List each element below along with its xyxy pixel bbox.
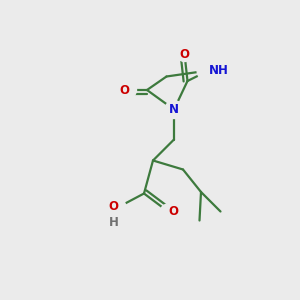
Circle shape: [106, 214, 122, 230]
Circle shape: [177, 46, 192, 62]
Circle shape: [122, 82, 136, 98]
Circle shape: [160, 204, 175, 219]
Text: NH: NH: [208, 64, 228, 77]
Text: O: O: [179, 47, 190, 61]
Text: O: O: [168, 205, 178, 218]
Text: O: O: [119, 83, 129, 97]
Text: H: H: [109, 215, 119, 229]
Circle shape: [165, 100, 183, 118]
Circle shape: [111, 200, 126, 214]
Circle shape: [197, 59, 220, 82]
Text: O: O: [109, 200, 118, 214]
Text: N: N: [169, 103, 179, 116]
